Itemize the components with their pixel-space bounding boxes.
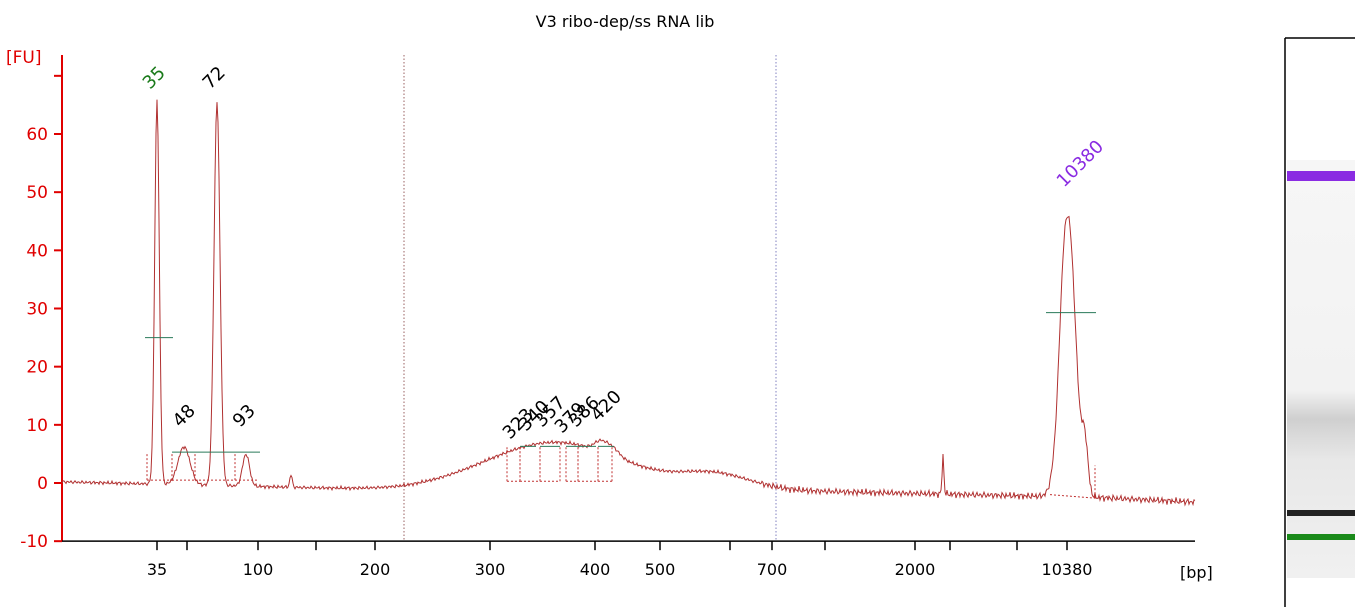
gel-lane <box>1284 37 1355 607</box>
chart-title: V3 ribo-dep/ss RNA lib <box>536 12 715 31</box>
y-tick-label: -10 <box>20 532 48 552</box>
x-tick-label: 300 <box>475 560 506 579</box>
peak-integration-markers <box>145 312 1096 499</box>
gel-band-lower-marker <box>1287 534 1355 540</box>
electropherogram-trace <box>61 99 1196 507</box>
integration-baseline <box>1049 494 1096 499</box>
peak-label: 10380 <box>1053 136 1108 191</box>
x-axis-ticks: 35 100 200 300 400 500 700 2000 10380 <box>147 541 1093 579</box>
peak-label: 93 <box>229 400 260 431</box>
x-axis-label: [bp] <box>1180 563 1213 582</box>
x-tick-label: 500 <box>645 560 676 579</box>
y-tick-label: 20 <box>26 358 48 378</box>
gel-band-fragment <box>1287 510 1355 516</box>
y-tick-label: 50 <box>26 183 48 203</box>
peak-label: 35 <box>139 62 170 93</box>
y-tick-label: 60 <box>26 125 48 145</box>
y-axis-label: [FU] <box>6 48 42 68</box>
electropherogram-trace-group <box>61 99 1196 507</box>
x-tick-label: 35 <box>147 560 167 579</box>
x-tick-label: 2000 <box>895 560 936 579</box>
y-tick-label: 0 <box>37 474 48 494</box>
chart-axes <box>61 55 1195 542</box>
peak-label: 48 <box>169 400 200 431</box>
peak-label: 420 <box>587 386 626 425</box>
gel-band-upper-marker <box>1287 171 1355 181</box>
vertical-guide-lines <box>403 55 777 542</box>
x-tick-label: 700 <box>757 560 788 579</box>
x-tick-label: 10380 <box>1042 560 1093 579</box>
gel-lane-background <box>1287 160 1355 578</box>
x-tick-label: 400 <box>580 560 611 579</box>
x-tick-label: 200 <box>360 560 391 579</box>
peak-label: 72 <box>199 62 230 93</box>
y-tick-label: 30 <box>26 300 48 320</box>
y-axis-ticks: -10 0 10 20 30 40 50 60 <box>20 74 62 552</box>
y-tick-label: 10 <box>26 416 48 436</box>
x-tick-label: 100 <box>243 560 274 579</box>
y-tick-label: 40 <box>26 241 48 261</box>
